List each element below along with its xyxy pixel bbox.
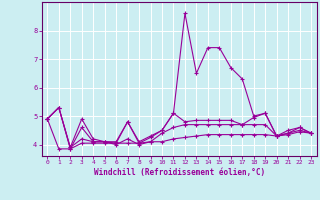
X-axis label: Windchill (Refroidissement éolien,°C): Windchill (Refroidissement éolien,°C) xyxy=(94,168,265,177)
